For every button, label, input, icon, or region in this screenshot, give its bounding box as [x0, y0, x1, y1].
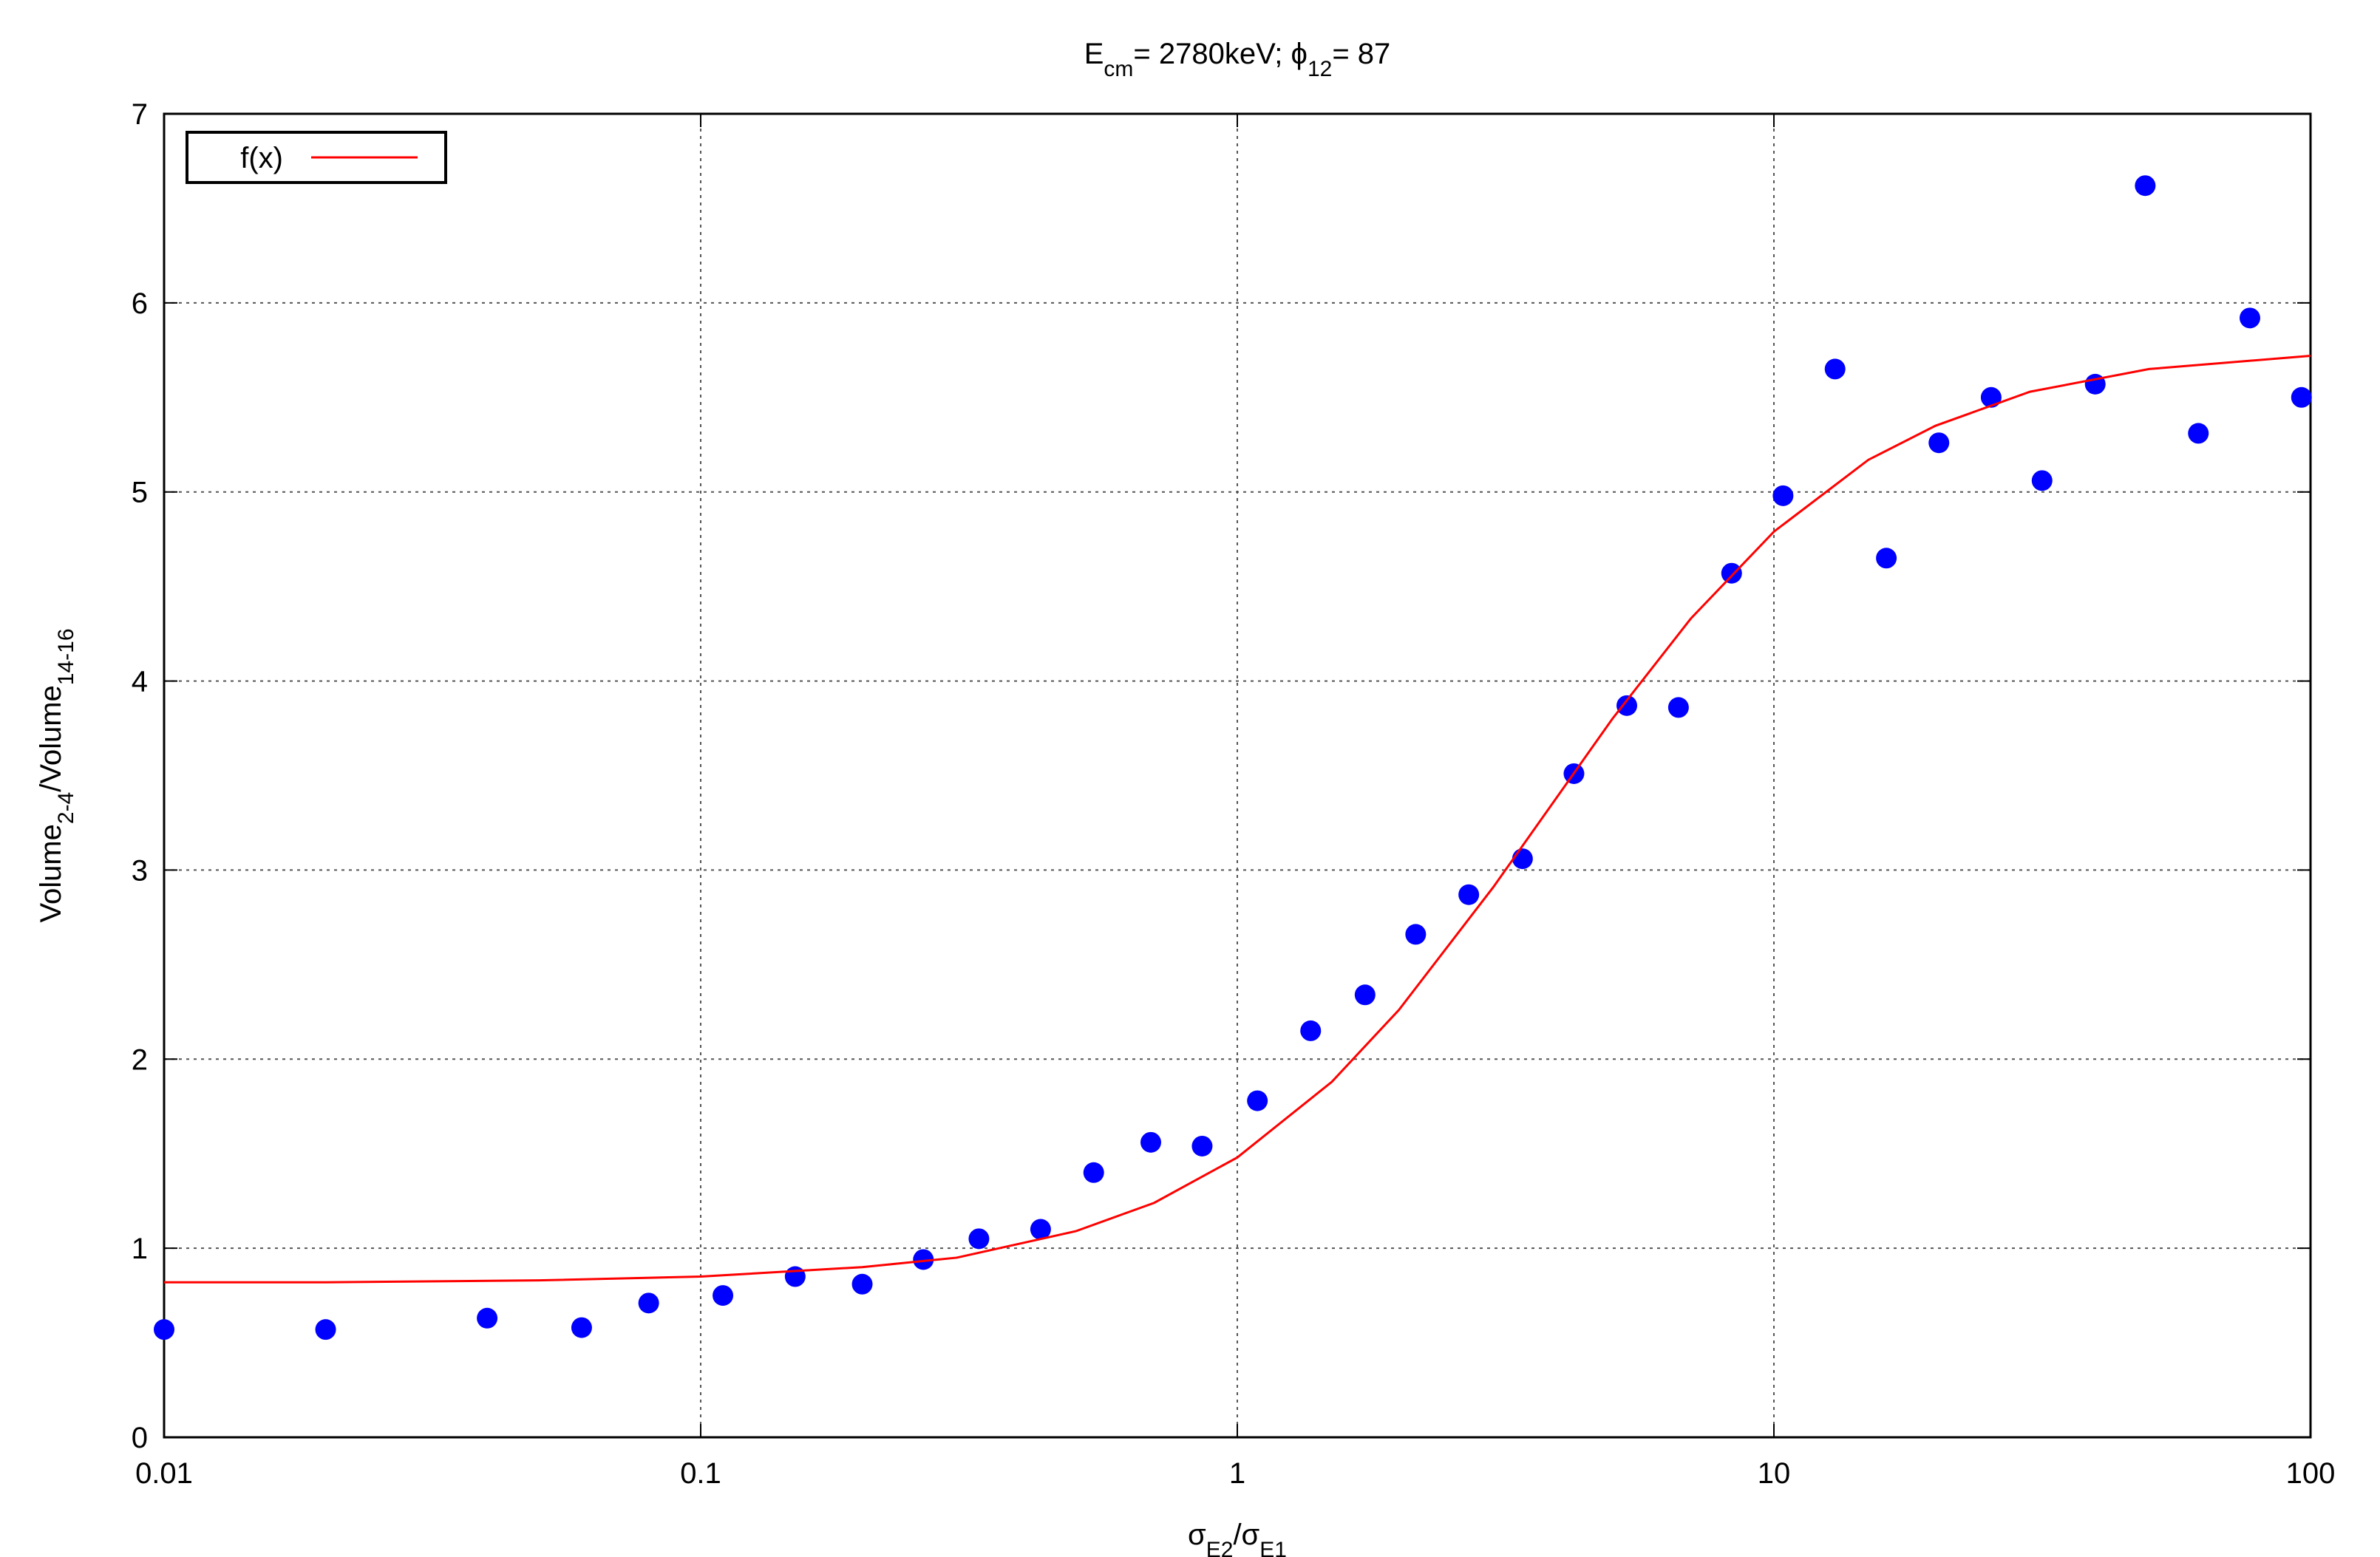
x-tick-label: 0.1: [680, 1457, 721, 1490]
data-point: [1405, 924, 1427, 945]
chart-title: Ecm= 2780keV; ϕ12= 87: [1084, 38, 1391, 81]
chart-title-part: E: [1084, 38, 1104, 70]
y-axis-label-part: 14-16: [54, 628, 78, 685]
data-point: [1824, 358, 1846, 380]
x-tick-label: 10: [1758, 1457, 1791, 1490]
x-axis-label-part: /σ: [1233, 1519, 1259, 1551]
data-point: [1030, 1219, 1051, 1240]
chart-title-part: ϕ: [1291, 38, 1308, 70]
y-axis-label: Volume2-4/Volume14-16: [35, 628, 78, 922]
data-point: [571, 1317, 592, 1338]
data-point: [1458, 884, 1480, 905]
data-point: [1980, 386, 2002, 408]
data-point: [1191, 1135, 1213, 1156]
x-axis-label-part: σ: [1188, 1519, 1206, 1551]
fit-line: [164, 355, 2311, 1284]
data-point: [2031, 470, 2053, 491]
data-point: [1354, 984, 1376, 1006]
data-point: [638, 1292, 659, 1314]
x-tick-label: 0.01: [135, 1457, 193, 1490]
data-point: [1512, 848, 1533, 870]
data-point: [1083, 1162, 1104, 1183]
x-axis-label: σE2/σE1: [1188, 1519, 1287, 1557]
y-tick-label: 1: [132, 1233, 148, 1265]
data-point: [1928, 432, 1950, 454]
data-point: [2291, 386, 2312, 408]
data-point: [477, 1307, 498, 1329]
data-point: [713, 1285, 734, 1306]
x-axis-label-part: E2: [1206, 1538, 1234, 1557]
data-point: [2188, 423, 2209, 444]
data-point: [154, 1319, 174, 1340]
x-axis-label-part: E1: [1259, 1538, 1287, 1557]
data-point: [1667, 697, 1689, 718]
legend-label: f(x): [240, 142, 283, 174]
data-point: [784, 1266, 806, 1287]
y-tick-label: 7: [132, 98, 148, 131]
y-tick-label: 3: [132, 854, 148, 887]
data-point: [1247, 1090, 1268, 1111]
x-tick-label: 100: [2286, 1457, 2336, 1490]
y-axis-label-part: /Volume: [35, 685, 67, 792]
data-point: [1140, 1131, 1162, 1153]
y-axis-label-part: 2-4: [54, 792, 78, 824]
chart-title-part: = 87: [1332, 38, 1390, 70]
data-point: [1876, 548, 1897, 569]
y-tick-label: 4: [132, 666, 148, 698]
data-point: [1616, 695, 1638, 716]
y-axis-label-part: Volume: [35, 824, 67, 922]
y-tick-label: 2: [132, 1043, 148, 1076]
chart-title-part: = 2780keV;: [1133, 38, 1291, 70]
plot-frame: [163, 112, 2312, 1439]
data-point: [1300, 1020, 1322, 1041]
data-point: [851, 1273, 873, 1295]
y-tick-label: 0: [132, 1422, 148, 1454]
chart-title-part: cm: [1104, 57, 1133, 81]
x-tick-label: 1: [1229, 1457, 1245, 1490]
data-point: [315, 1319, 336, 1340]
y-tick-label: 6: [132, 287, 148, 320]
data-point: [2135, 175, 2156, 197]
data-point: [1772, 485, 1794, 506]
data-point: [913, 1249, 934, 1270]
chart-title-part: 12: [1308, 57, 1332, 81]
data-point: [968, 1228, 990, 1250]
y-tick-label: 5: [132, 477, 148, 509]
data-point: [2240, 307, 2261, 329]
data-point: [1721, 562, 1742, 584]
